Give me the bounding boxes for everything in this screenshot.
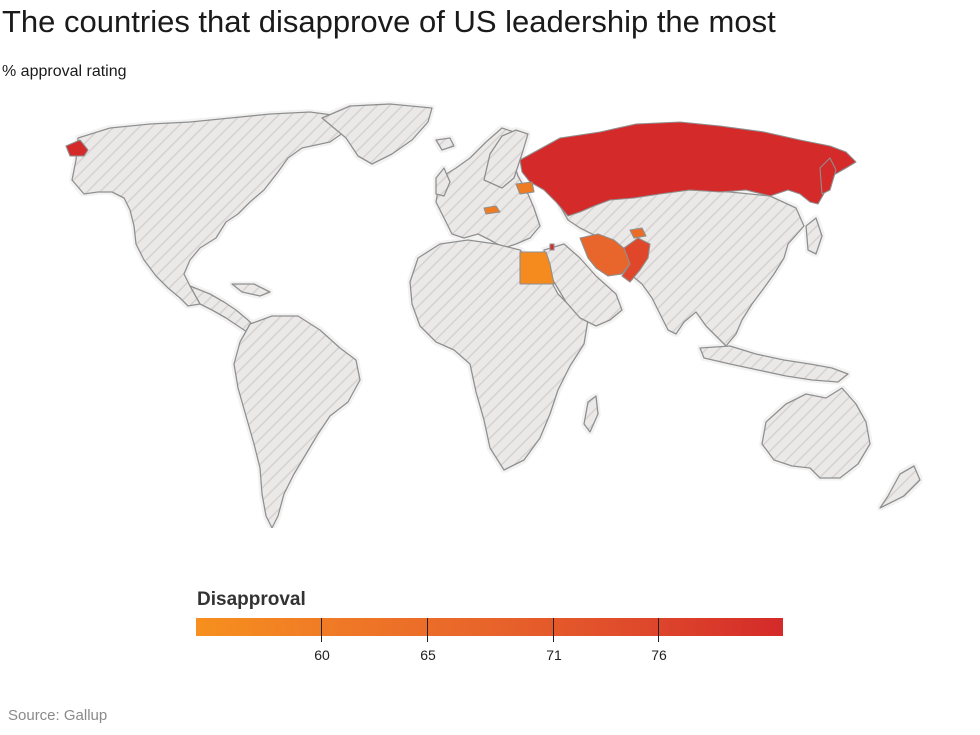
legend-color-bar	[196, 618, 783, 636]
south-america	[233, 315, 361, 528]
legend-tick-label-65: 65	[420, 647, 436, 663]
australia	[761, 387, 871, 479]
alaska-region-shape	[65, 139, 89, 157]
lebanon-shape	[549, 243, 555, 251]
kamchatka-shape	[819, 157, 837, 195]
legend-tick-mark-71	[553, 618, 554, 642]
austria-shape	[483, 205, 501, 215]
north-america	[71, 111, 351, 307]
tajikistan-shape	[629, 227, 647, 239]
belarus-shape	[515, 181, 535, 195]
japan	[805, 217, 823, 255]
pakistan-shape	[621, 237, 651, 283]
legend-tick-label-71: 71	[546, 647, 562, 663]
page-subtitle: % approval rating	[2, 63, 127, 80]
southeast-asia-islands	[699, 345, 849, 383]
legend-tick-mark-65	[427, 618, 428, 642]
legend-tick-mark-76	[658, 618, 659, 642]
legend-tick-label-60: 60	[314, 647, 330, 663]
iran-shape	[579, 233, 631, 277]
russia-shape	[519, 121, 857, 217]
europe	[435, 127, 541, 249]
source-note: Source: Gallup	[8, 707, 108, 724]
caribbean	[231, 283, 271, 297]
madagascar	[583, 395, 599, 433]
greenland	[321, 103, 433, 165]
scandinavia	[483, 129, 529, 189]
new-zealand	[879, 465, 921, 509]
legend-title: Disapproval	[197, 589, 306, 610]
legend-tick-mark-60	[321, 618, 322, 642]
iceland	[435, 137, 455, 151]
page-title: The countries that disapprove of US lead…	[2, 4, 776, 39]
world-map	[65, 103, 921, 528]
egypt-shape	[519, 251, 555, 285]
united-kingdom	[435, 167, 451, 197]
legend-tick-label-76: 76	[651, 647, 667, 663]
